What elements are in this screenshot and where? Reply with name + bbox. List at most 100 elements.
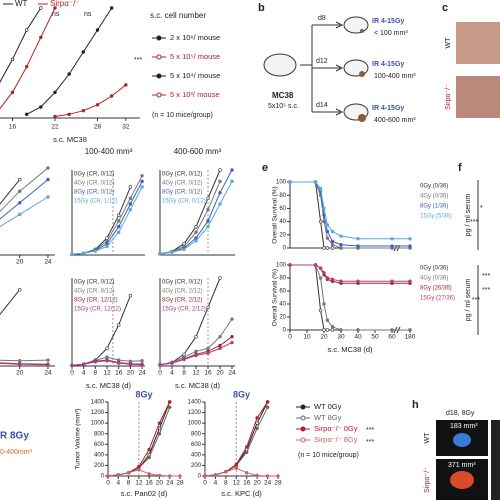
data-point bbox=[117, 323, 121, 327]
data-point bbox=[18, 359, 22, 363]
data-point bbox=[325, 223, 330, 227]
model: MC38 bbox=[272, 91, 294, 100]
y-tick-label: 80 bbox=[279, 193, 286, 199]
y-tick-label: 100 bbox=[276, 263, 287, 269]
data-point bbox=[339, 279, 343, 283]
data-point bbox=[218, 276, 222, 280]
data-point bbox=[339, 243, 343, 247]
data-point bbox=[24, 112, 29, 117]
x-tick-label: 32 bbox=[122, 124, 130, 131]
x-tick-label: 4 bbox=[82, 370, 86, 377]
legend-marker bbox=[156, 73, 162, 79]
axis-line bbox=[204, 402, 278, 477]
data-point bbox=[109, 94, 114, 98]
data-point bbox=[10, 90, 15, 95]
data-point bbox=[245, 471, 249, 475]
data-point bbox=[168, 400, 172, 404]
data-point bbox=[203, 474, 207, 478]
data-point bbox=[390, 279, 394, 283]
data-point bbox=[128, 207, 133, 212]
data-point bbox=[46, 166, 50, 170]
data-point bbox=[39, 6, 43, 10]
mouse-icon bbox=[263, 53, 297, 77]
axis-line bbox=[107, 402, 180, 477]
row-label: Sirpα⁻/⁻ bbox=[445, 84, 452, 110]
axis-line bbox=[0, 254, 55, 256]
data-point bbox=[170, 250, 174, 254]
data-point bbox=[390, 237, 394, 241]
y-tick-label: 1200 bbox=[91, 410, 105, 416]
series-line bbox=[107, 469, 180, 477]
annotation: * bbox=[480, 205, 483, 212]
tumor-icon bbox=[359, 71, 365, 77]
y-tick-label: 1400 bbox=[91, 400, 105, 406]
series-line bbox=[204, 467, 278, 477]
series-line bbox=[0, 362, 48, 366]
x-tick-label: 24 bbox=[44, 259, 52, 266]
series-line bbox=[0, 179, 49, 220]
data-point bbox=[93, 249, 98, 253]
x-tick-label: 0 bbox=[70, 370, 74, 377]
data-point bbox=[158, 363, 162, 367]
data-point bbox=[322, 206, 326, 211]
data-point bbox=[356, 244, 360, 248]
panel-f: pg / ml serum pg / ml serum bbox=[465, 180, 479, 335]
treatment: IR 4-15Gy bbox=[372, 18, 404, 25]
x-tick-label: 10 bbox=[303, 334, 311, 341]
legend-label: 15Gy (CR, 1/12) bbox=[74, 199, 118, 205]
mouse-icon bbox=[343, 16, 369, 34]
x-tick-label: 0 bbox=[158, 370, 162, 377]
x-tick-label: 8 bbox=[182, 370, 186, 377]
data-point bbox=[265, 405, 270, 409]
data-point bbox=[230, 317, 234, 321]
data-point bbox=[140, 179, 144, 184]
y-tick-label: 600 bbox=[94, 442, 105, 448]
data-point bbox=[390, 328, 394, 332]
panel-label: b bbox=[258, 2, 265, 14]
x-tick-label: 40 bbox=[354, 334, 362, 341]
data-point bbox=[318, 186, 323, 191]
data-point bbox=[255, 473, 259, 478]
data-point bbox=[182, 247, 186, 252]
data-point bbox=[81, 251, 86, 256]
data-point bbox=[70, 363, 74, 368]
legend-marker bbox=[156, 54, 162, 60]
x-tick-label: 20 bbox=[16, 370, 24, 377]
data-point bbox=[325, 236, 330, 240]
data-point bbox=[230, 334, 234, 339]
data-point bbox=[194, 224, 198, 229]
panel-c: WT Sirpα⁻/⁻ bbox=[445, 22, 500, 118]
data-point bbox=[53, 90, 57, 95]
row-label: WT bbox=[424, 432, 431, 444]
axis-line bbox=[289, 265, 410, 331]
legend-label: 8Gy (CR, 12/12) bbox=[74, 298, 118, 304]
y-tick-label: 1200 bbox=[188, 410, 202, 416]
legend-label: 4Gy (CR, 8/12) bbox=[74, 289, 114, 295]
annotation: (n = 10 mice/group) bbox=[152, 112, 213, 119]
series-line bbox=[0, 179, 21, 205]
data-point bbox=[117, 224, 121, 229]
data-point bbox=[218, 202, 222, 206]
data-point bbox=[24, 64, 29, 69]
volume: 183 mm³ bbox=[450, 423, 478, 430]
data-point bbox=[109, 6, 114, 10]
data-point bbox=[93, 360, 98, 364]
legend-label: 8Gy (1/36) bbox=[420, 204, 448, 210]
data-point bbox=[128, 185, 133, 189]
data-point bbox=[339, 328, 343, 332]
legend-label: 15Gy (27/36) bbox=[420, 296, 455, 302]
x-tick-label: 24 bbox=[166, 480, 174, 487]
series-line bbox=[26, 7, 113, 115]
legend-label: 15Gy (CR, 2/12) bbox=[162, 307, 206, 313]
legend-label: 2 x 10⁶/ mouse bbox=[170, 33, 220, 42]
group-label: WT bbox=[15, 0, 28, 8]
data-point bbox=[230, 340, 234, 345]
x-axis-label: s.c. KPC (d) bbox=[221, 489, 262, 498]
size: 400-600 mm³ bbox=[374, 117, 416, 124]
legend-label: 5 x 10⁴/ mouse bbox=[170, 71, 220, 80]
data-point bbox=[137, 464, 141, 469]
data-point bbox=[325, 246, 330, 250]
legend-label: 8Gy (26/36) bbox=[420, 286, 452, 292]
data-point bbox=[95, 28, 100, 32]
day: d12 bbox=[316, 58, 328, 65]
